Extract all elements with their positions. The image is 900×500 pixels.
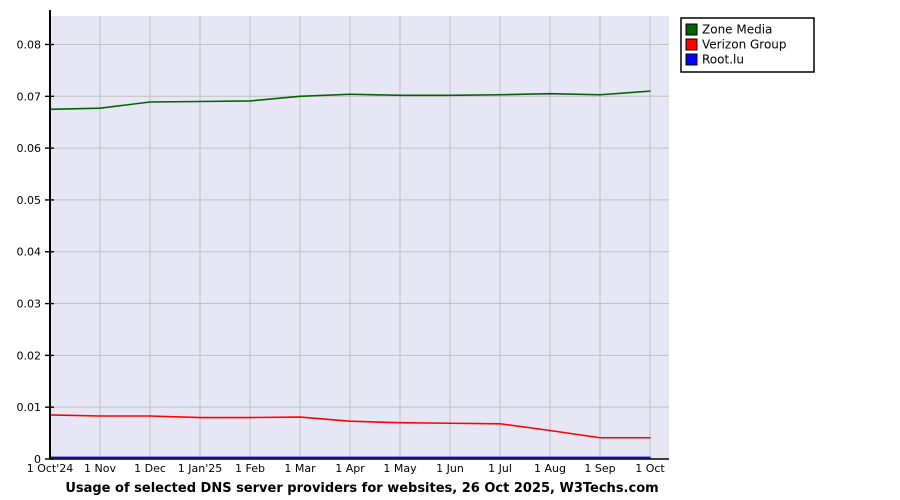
x-tick-label: 1 May xyxy=(383,462,417,475)
x-tick-label: 1 Sep xyxy=(584,462,615,475)
x-tick-label: 1 Jan'25 xyxy=(178,462,222,475)
y-axis-tick-labels: 0 0.01 0.02 0.03 0.04 0.05 0.06 0.07 0.08 xyxy=(17,38,42,466)
x-tick-label: 1 Oct xyxy=(635,462,665,475)
legend-box xyxy=(680,17,815,73)
x-tick-label: 1 Apr xyxy=(335,462,365,475)
legend-swatch xyxy=(685,23,698,36)
y-tick-label: 0.01 xyxy=(17,401,42,414)
y-tick-label: 0.07 xyxy=(17,90,42,103)
legend-swatch xyxy=(685,38,698,51)
x-tick-label: 1 Aug xyxy=(534,462,566,475)
x-tick-label: 1 Mar xyxy=(284,462,316,475)
plot-area-background xyxy=(50,16,669,459)
series-line-zone-media xyxy=(49,90,651,111)
series-line-verizon-group xyxy=(49,414,651,439)
legend-label[interactable]: Zone Media xyxy=(702,23,772,37)
y-tick-label: 0.06 xyxy=(17,142,42,155)
y-tick-label: 0 xyxy=(34,453,41,466)
legend-label[interactable]: Verizon Group xyxy=(702,38,787,52)
data-series-group xyxy=(49,90,651,459)
y-tick-label: 0.04 xyxy=(17,246,42,259)
y-tick-label: 0.03 xyxy=(17,298,42,311)
x-tick-label: 1 Oct'24 xyxy=(27,462,74,475)
x-tick-label: 1 Dec xyxy=(134,462,166,475)
x-tick-label: 1 Feb xyxy=(235,462,265,475)
legend-swatch xyxy=(685,53,698,66)
x-tick-label: 1 Jun xyxy=(436,462,464,475)
y-tick-label: 0.02 xyxy=(17,349,42,362)
x-tick-label: 1 Jul xyxy=(488,462,512,475)
legend-label[interactable]: Root.lu xyxy=(702,53,744,67)
y-tick-label: 0.05 xyxy=(17,194,42,207)
y-gridlines xyxy=(50,43,669,408)
x-tick-label: 1 Nov xyxy=(84,462,116,475)
y-tick-label: 0.08 xyxy=(17,38,42,51)
x-axis-tick-labels: 1 Oct'24 1 Nov 1 Dec 1 Jan'25 1 Feb 1 Mar 1 Ap… xyxy=(27,462,666,475)
chart-caption: Usage of selected DNS server providers f… xyxy=(65,481,658,496)
x-gridlines xyxy=(99,16,651,459)
